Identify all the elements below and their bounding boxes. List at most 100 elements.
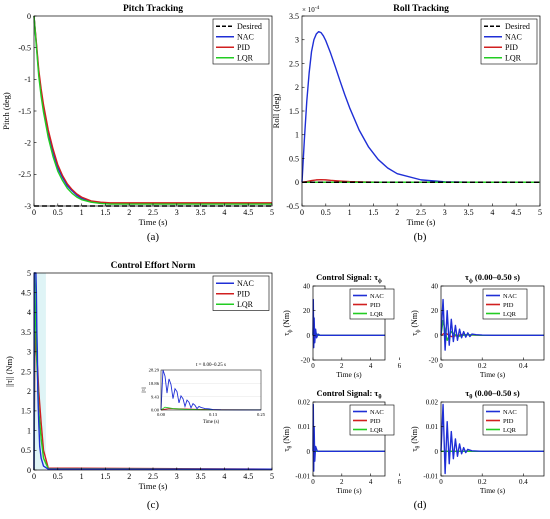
y-tick-label: 1.5 — [289, 107, 299, 116]
chart-title: τϕ (0.00–0.50 s) — [465, 272, 520, 285]
axes-frame — [312, 401, 386, 477]
y-tick-label: 4 — [27, 308, 31, 317]
x-tick-label: 1 — [80, 208, 84, 217]
axes-frame — [312, 285, 386, 361]
x-tick-label: 0.5 — [53, 208, 63, 217]
legend-label-pid: PID — [503, 418, 514, 425]
legend-label-lqr: LQR — [370, 311, 384, 318]
panel-b: 0 0.5 1 1.5 2 2.5 3 3.5 4 4.5 53.532.521.510.50-0.… — [271, 4, 542, 227]
legend-label-lqr: LQR — [503, 427, 517, 434]
x-tick-label: 0 — [32, 208, 36, 217]
x-tick-label: 1 — [80, 472, 84, 481]
x-tick-label: 2 — [127, 472, 131, 481]
inset-series-nac — [160, 369, 262, 411]
legend-label-nac: NAC — [503, 409, 517, 416]
inset-x-tick-label: 0.13 — [209, 412, 218, 417]
chart-title: τθ (0.00–0.50 s) — [465, 388, 520, 401]
x-tick-label: 2.5 — [416, 208, 426, 217]
inset-series-lqr — [160, 406, 262, 411]
x-tick-label: 0.5 — [321, 208, 331, 217]
y-axis-label: Pitch (deg) — [1, 92, 11, 130]
x-tick-label: 3 — [175, 472, 179, 481]
y-tick-label: 3 — [295, 36, 299, 45]
y-tick-label: 0 — [27, 466, 31, 475]
y-tick-label: 0 — [435, 332, 439, 340]
x-tick-label: 1 — [348, 208, 352, 217]
legend-label-nac: NAC — [237, 279, 254, 288]
y-tick-label: -2.5 — [18, 170, 31, 179]
y-tick-label: 3.5 — [289, 12, 299, 21]
legend-label-lqr: LQR — [237, 54, 254, 63]
x-tick-label: 4.5 — [243, 472, 253, 481]
legend-label-nac: NAC — [503, 293, 517, 300]
y-tick-label: 0.5 — [289, 154, 299, 163]
inset-x-axis-label: Time (s) — [203, 420, 220, 425]
series-nac — [440, 403, 544, 475]
y-tick-label: 5 — [27, 269, 31, 278]
x-tick-label: 0 — [311, 478, 315, 486]
inset-x-tick-label: 0.00 — [157, 412, 166, 417]
y-tick-label: 20 — [303, 307, 311, 315]
x-tick-label: 0.4 — [519, 478, 528, 486]
x-tick-label: 2.5 — [148, 472, 158, 481]
y-tick-label: 0.02 — [426, 398, 439, 406]
legend-label-lqr: LQR — [237, 300, 254, 309]
legend-label-lqr: LQR — [370, 427, 384, 434]
y-tick-label: 4.5 — [21, 289, 31, 298]
x-tick-label: 0.2 — [478, 362, 487, 370]
chart-title: Control Signal: τθ — [316, 388, 381, 401]
y-tick-label: -20 — [429, 356, 439, 364]
inset-y-tick-label: 0.00 — [151, 408, 160, 413]
panel-c: 0 0.5 1 1.5 2 2.5 3 3.5 4 4.5 5 5 4.5 4 3.5 3 2.5 2 1.5 1 0.… — [4, 261, 274, 491]
x-tick-label: 2 — [340, 478, 344, 486]
inset-y-tick-label: 18.86 — [149, 381, 160, 386]
y-tick-label: -20 — [301, 356, 311, 364]
x-tick-label: 0 — [439, 478, 443, 486]
x-tick-label: 0 — [32, 472, 36, 481]
x-tick-label: 4 — [490, 208, 494, 217]
chart-title: Control Effort Norm — [111, 261, 196, 271]
inset-chart: 0.00 0.13 0.25 28.29 18.86 9.43 0.00 Time (s) ||… — [139, 358, 267, 432]
y-axis-label: τθ (Nm) — [410, 426, 421, 452]
legend-label-pid: PID — [370, 302, 381, 309]
y-tick-label: -3 — [24, 202, 31, 211]
x-tick-label: 0.2 — [478, 478, 487, 486]
x-axis-label: Time (s) — [480, 370, 506, 379]
y-tick-label: 2 — [295, 83, 299, 92]
series-nac — [301, 30, 540, 183]
y-tick-label: 2.5 — [21, 367, 31, 376]
y-tick-label: 0.01 — [426, 423, 439, 431]
x-tick-label: 6 — [398, 362, 402, 370]
x-axis-label: Time (s) — [336, 370, 362, 379]
y-tick-label: 0.5 — [21, 446, 31, 455]
axes-frame — [440, 401, 545, 477]
x-tick-label: 4 — [369, 362, 373, 370]
x-tick-label: 2 — [395, 208, 399, 217]
x-axis-label: Time (s) — [407, 217, 436, 227]
x-tick-label: 1.5 — [368, 208, 378, 217]
x-tick-label: 3.5 — [464, 208, 474, 217]
x-tick-label: 4 — [222, 472, 226, 481]
x-tick-label: 2 — [340, 362, 344, 370]
x-tick-label: 0 — [439, 362, 443, 370]
x-tick-label: 3 — [175, 208, 179, 217]
series-nac — [440, 298, 544, 351]
x-tick-label: 4.5 — [511, 208, 521, 217]
x-tick-label: 5 — [270, 472, 274, 481]
legend-label-nac: NAC — [237, 33, 254, 42]
y-tick-label: 0 — [307, 448, 311, 456]
y-tick-label: 0.01 — [298, 423, 311, 431]
series-lqr — [33, 15, 272, 205]
shaded-region — [34, 273, 46, 470]
inset-background — [139, 358, 267, 432]
x-tick-label: 5 — [538, 208, 542, 217]
x-tick-label: 1.5 — [100, 208, 110, 217]
x-tick-label: 0.5 — [53, 472, 63, 481]
y-tick-label: 1.5 — [21, 407, 31, 416]
x-axis-label: Time (s) — [139, 481, 168, 491]
